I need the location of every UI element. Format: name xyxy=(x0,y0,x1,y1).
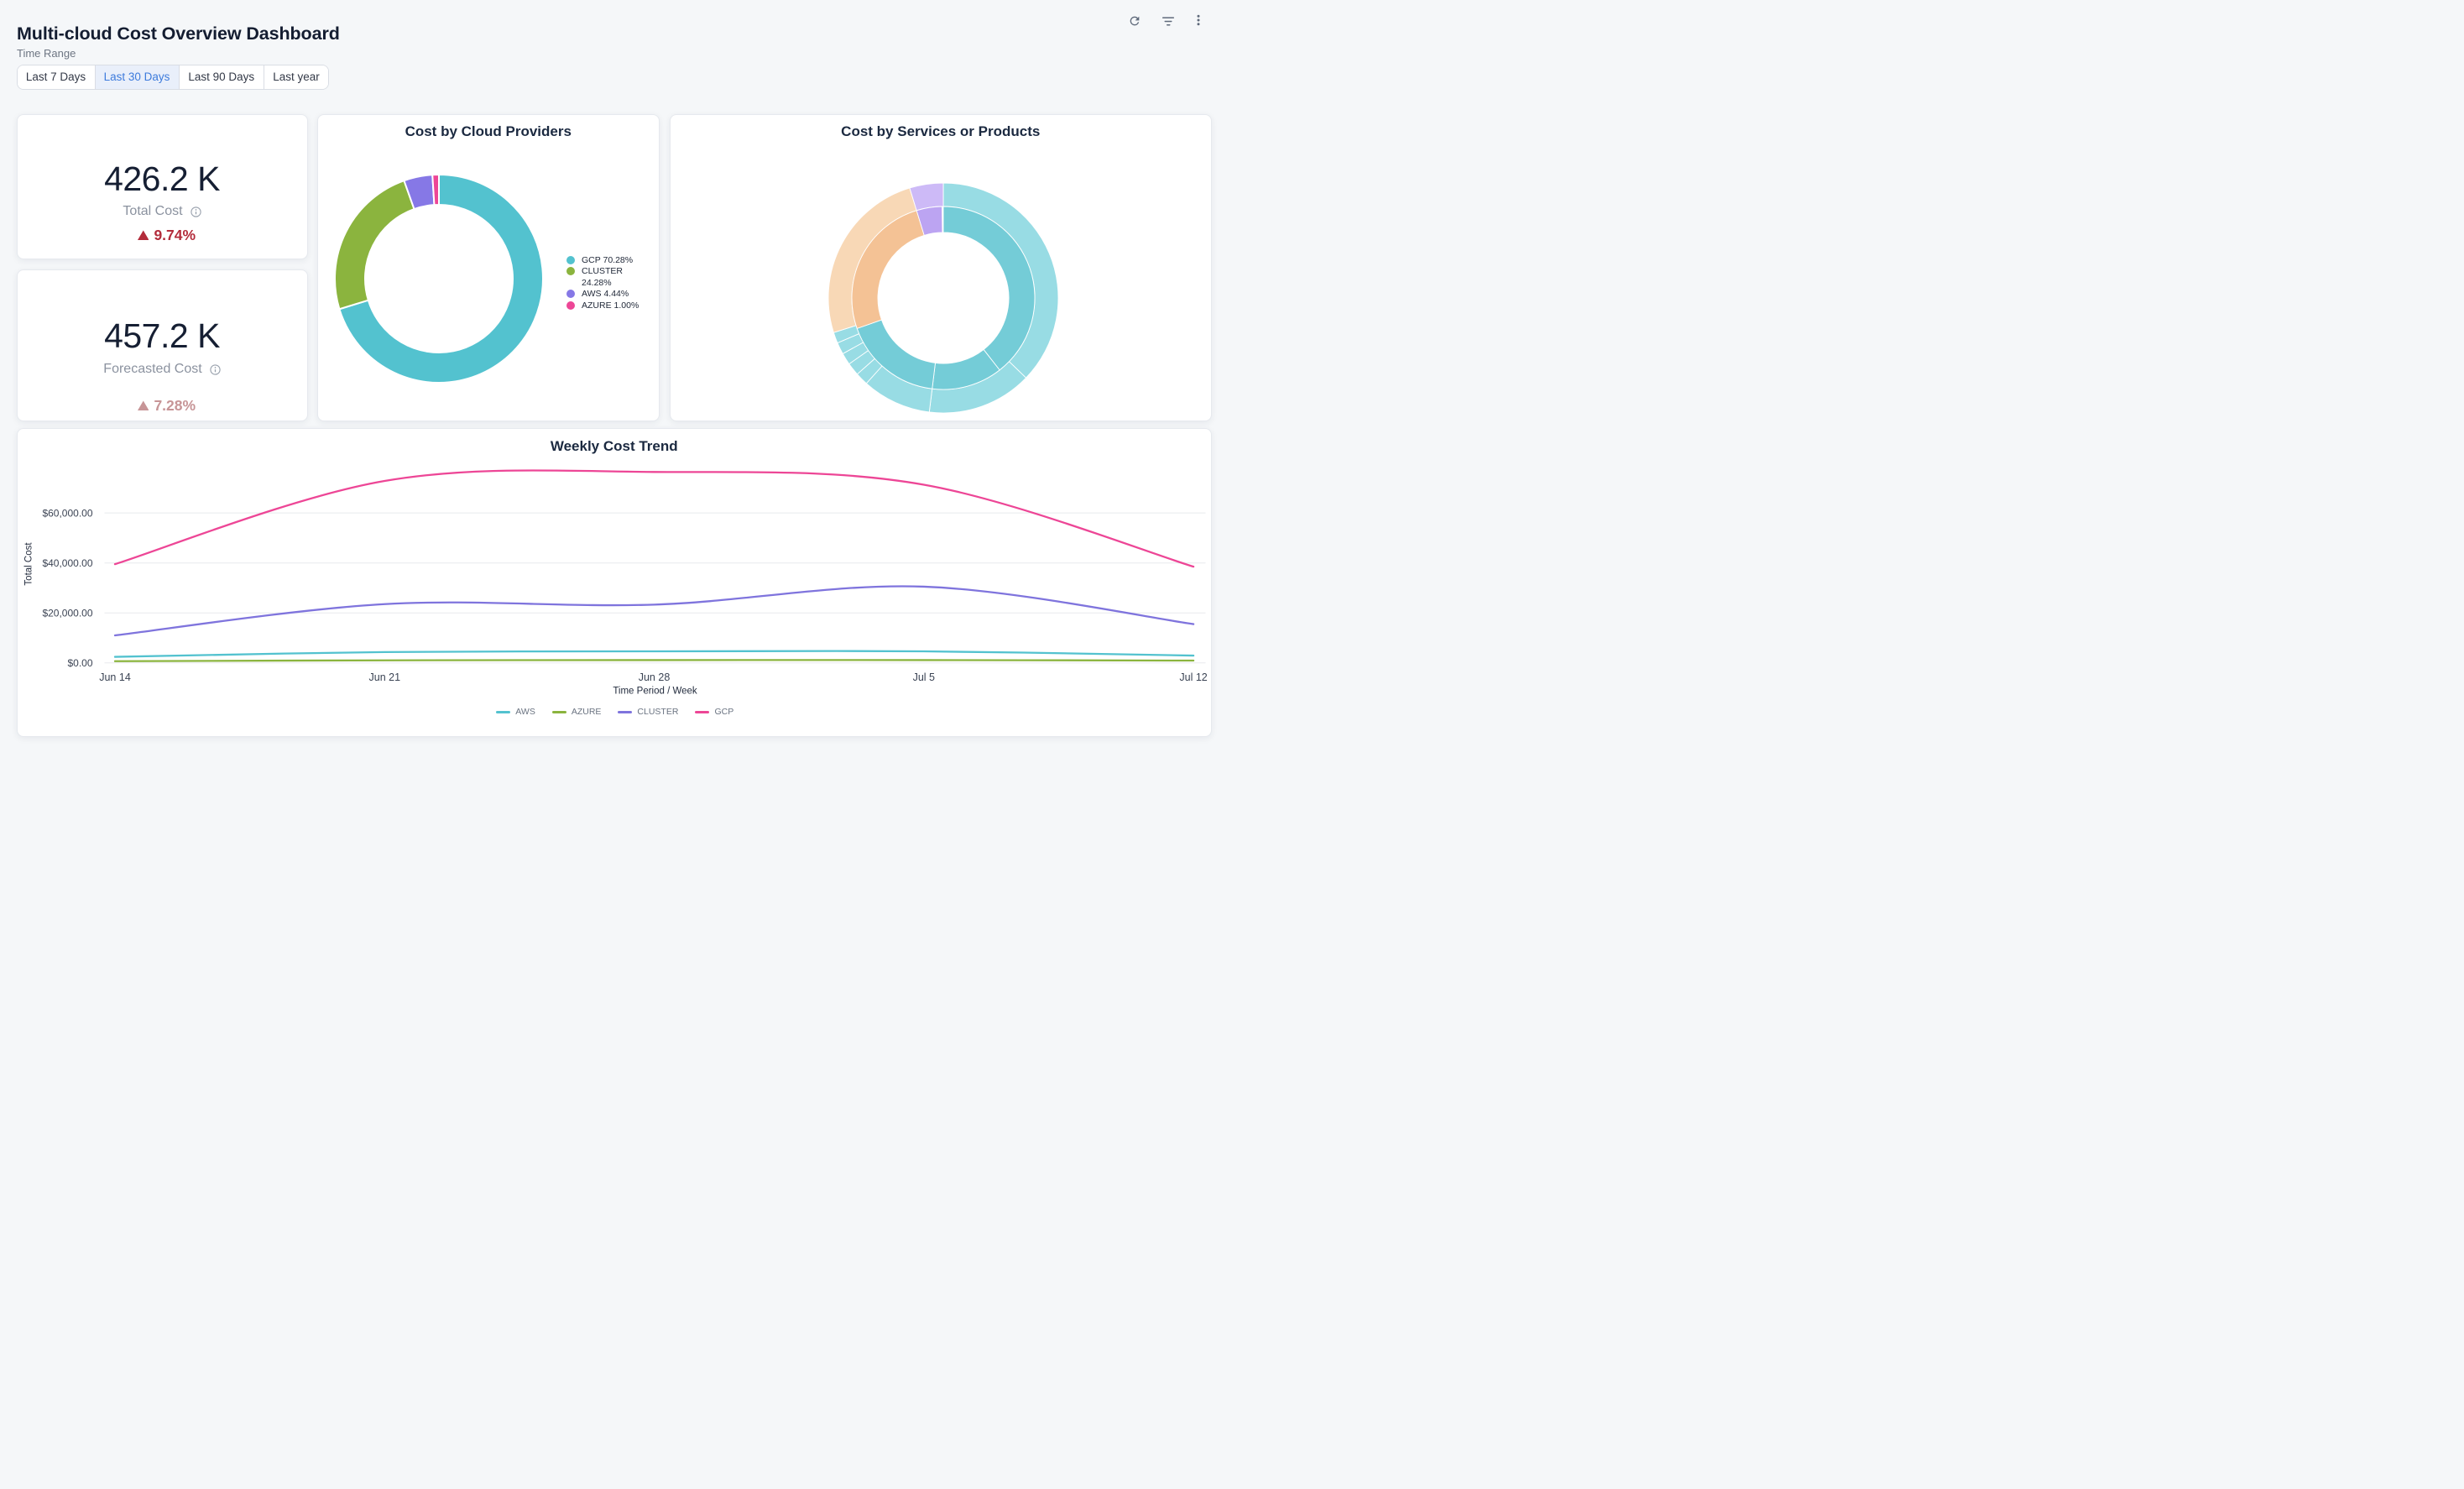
svg-text:Total Cost: Total Cost xyxy=(23,542,34,586)
svg-text:$40,000.00: $40,000.00 xyxy=(42,557,92,569)
svg-text:$0.00: $0.00 xyxy=(67,657,92,669)
svg-text:Jul 12: Jul 12 xyxy=(1179,671,1207,683)
svg-text:$60,000.00: $60,000.00 xyxy=(42,507,92,519)
svg-text:Jun 28: Jun 28 xyxy=(638,671,670,683)
svg-text:$20,000.00: $20,000.00 xyxy=(42,608,92,619)
svg-text:Time Period / Week: Time Period / Week xyxy=(613,687,697,697)
svg-text:Jul 5: Jul 5 xyxy=(912,671,934,683)
svg-text:Jun 14: Jun 14 xyxy=(99,671,131,683)
svg-text:Jun 21: Jun 21 xyxy=(368,671,400,683)
